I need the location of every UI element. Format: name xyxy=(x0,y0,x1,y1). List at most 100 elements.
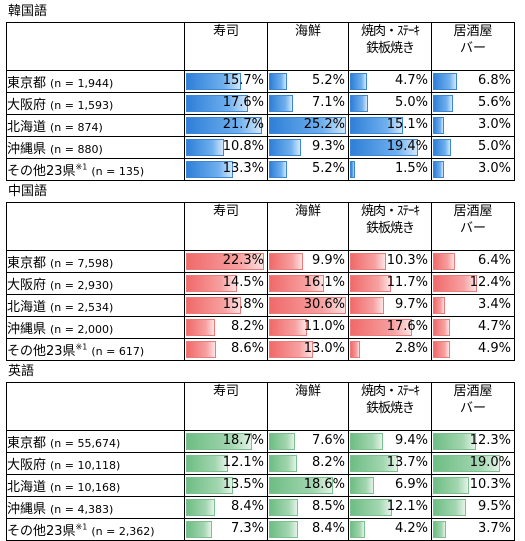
value-label: 17.6% xyxy=(386,319,428,334)
data-bar xyxy=(350,161,356,178)
value-cell: 5.2% xyxy=(267,158,349,181)
data-bar xyxy=(269,73,287,90)
value-label: 8.6% xyxy=(230,341,264,356)
column-header-line: 居酒屋 xyxy=(453,384,493,399)
value-cell: 2.8% xyxy=(348,338,432,361)
data-bar xyxy=(269,139,301,156)
region-name: 北海道 xyxy=(7,120,47,135)
value-cell: 21.7% xyxy=(184,114,268,137)
value-cell: 12.1% xyxy=(184,452,268,475)
header-row: 寿司 海鮮 焼肉・ｽﾃｰｷ 鉄板焼き 居酒屋 バー xyxy=(6,382,515,431)
data-table: 寿司 海鮮 焼肉・ｽﾃｰｷ 鉄板焼き 居酒屋 バー 東京都 (n = 7,598) 22.3% 9… xyxy=(6,202,515,361)
column-header: 海鮮 xyxy=(267,202,349,251)
footnote-mark: ※1 xyxy=(75,522,88,532)
value-label: 9.4% xyxy=(394,433,428,448)
value-cell: 13.0% xyxy=(267,338,349,361)
value-cell: 10.8% xyxy=(184,136,268,159)
table-row: その他23県※1 (n = 135) 13.3% 5.2% 1.5% 3.0% xyxy=(6,158,515,181)
data-bar xyxy=(186,117,263,134)
row-label: その他23県※1 (n = 617) xyxy=(6,338,185,361)
value-cell: 9.9% xyxy=(267,250,349,273)
value-cell: 3.4% xyxy=(431,294,515,317)
value-label: 14.5% xyxy=(222,275,264,290)
row-label: 沖縄県 (n = 4,383) xyxy=(6,496,185,519)
data-bar xyxy=(269,117,346,134)
column-header: 居酒屋 バー xyxy=(431,22,515,71)
value-cell: 4.7% xyxy=(348,70,432,93)
sample-size: (n = 2,362) xyxy=(91,525,155,538)
value-cell: 11.0% xyxy=(267,316,349,339)
data-bar xyxy=(433,341,451,358)
value-cell: 8.2% xyxy=(267,452,349,475)
value-label: 18.6% xyxy=(303,477,345,492)
data-bar xyxy=(269,275,325,292)
value-cell: 3.0% xyxy=(431,114,515,137)
data-bar xyxy=(433,455,500,472)
data-bar xyxy=(433,161,444,178)
value-cell: 5.2% xyxy=(267,70,349,93)
row-label: 東京都 (n = 55,674) xyxy=(6,430,185,453)
row-label: 北海道 (n = 10,168) xyxy=(6,474,185,497)
data-bar xyxy=(269,521,298,538)
data-bar xyxy=(269,455,298,472)
value-cell: 17.6% xyxy=(348,316,432,339)
value-cell: 19.0% xyxy=(431,452,515,475)
data-bar xyxy=(350,275,392,292)
column-header: 居酒屋 バー xyxy=(431,202,515,251)
sample-size: (n = 874) xyxy=(50,121,103,134)
value-cell: 8.4% xyxy=(267,518,349,541)
value-label: 9.7% xyxy=(394,297,428,312)
value-label: 5.0% xyxy=(394,95,428,110)
row-label: 東京都 (n = 7,598) xyxy=(6,250,185,273)
data-bar xyxy=(269,433,295,450)
column-header-line: 海鮮 xyxy=(294,24,321,39)
region-name: 東京都 xyxy=(7,76,47,91)
value-label: 5.0% xyxy=(477,139,511,154)
value-cell: 3.0% xyxy=(431,158,515,181)
table-row: 沖縄県 (n = 2,000) 8.2% 11.0% 17.6% 4.7% xyxy=(6,316,515,339)
value-cell: 8.2% xyxy=(184,316,268,339)
column-header: 焼肉・ｽﾃｰｷ 鉄板焼き xyxy=(348,22,432,71)
data-bar xyxy=(186,319,215,336)
data-bar xyxy=(433,139,451,156)
value-label: 5.6% xyxy=(477,95,511,110)
value-label: 1.5% xyxy=(394,161,428,176)
value-cell: 4.2% xyxy=(348,518,432,541)
value-label: 3.4% xyxy=(477,297,511,312)
section-title: 中国語 xyxy=(8,184,48,199)
table-row: その他23県※1 (n = 2,362) 7.3% 8.4% 4.2% 3.7% xyxy=(6,518,515,541)
region-name: 大阪府 xyxy=(7,278,47,293)
sample-size: (n = 880) xyxy=(50,143,103,156)
data-bar xyxy=(269,499,299,516)
value-label: 4.2% xyxy=(394,521,428,536)
table-row: 東京都 (n = 55,674) 18.7% 7.6% 9.4% 12.3% xyxy=(6,430,515,453)
data-bar xyxy=(350,95,368,112)
data-bar xyxy=(350,139,419,156)
region-name: 沖縄県 xyxy=(7,142,47,157)
sample-size: (n = 7,598) xyxy=(50,257,114,270)
value-cell: 10.3% xyxy=(348,250,432,273)
row-label: その他23県※1 (n = 135) xyxy=(6,158,185,181)
table-row: 大阪府 (n = 2,930) 14.5% 16.1% 11.7% 12.4% xyxy=(6,272,515,295)
row-label: 大阪府 (n = 10,118) xyxy=(6,452,185,475)
value-label: 10.3% xyxy=(469,477,511,492)
value-cell: 12.4% xyxy=(431,272,515,295)
value-label: 4.7% xyxy=(477,319,511,334)
value-cell: 15.1% xyxy=(348,114,432,137)
value-label: 9.9% xyxy=(311,253,345,268)
data-bar xyxy=(269,95,294,112)
header-corner xyxy=(6,382,185,431)
value-label: 12.3% xyxy=(469,433,511,448)
column-header-line: 焼肉・ｽﾃｰｷ xyxy=(360,24,420,39)
data-bar xyxy=(433,477,470,494)
value-cell: 13.3% xyxy=(184,158,268,181)
column-header: 寿司 xyxy=(184,202,268,251)
section-title: 英語 xyxy=(8,364,35,379)
sample-size: (n = 4,383) xyxy=(50,503,114,516)
value-label: 8.4% xyxy=(230,499,264,514)
value-cell: 16.1% xyxy=(267,272,349,295)
data-bar xyxy=(269,297,346,314)
data-bar xyxy=(350,253,387,270)
header-row: 寿司 海鮮 焼肉・ｽﾃｰｷ 鉄板焼き 居酒屋 バー xyxy=(6,22,515,71)
data-bar xyxy=(433,521,446,538)
